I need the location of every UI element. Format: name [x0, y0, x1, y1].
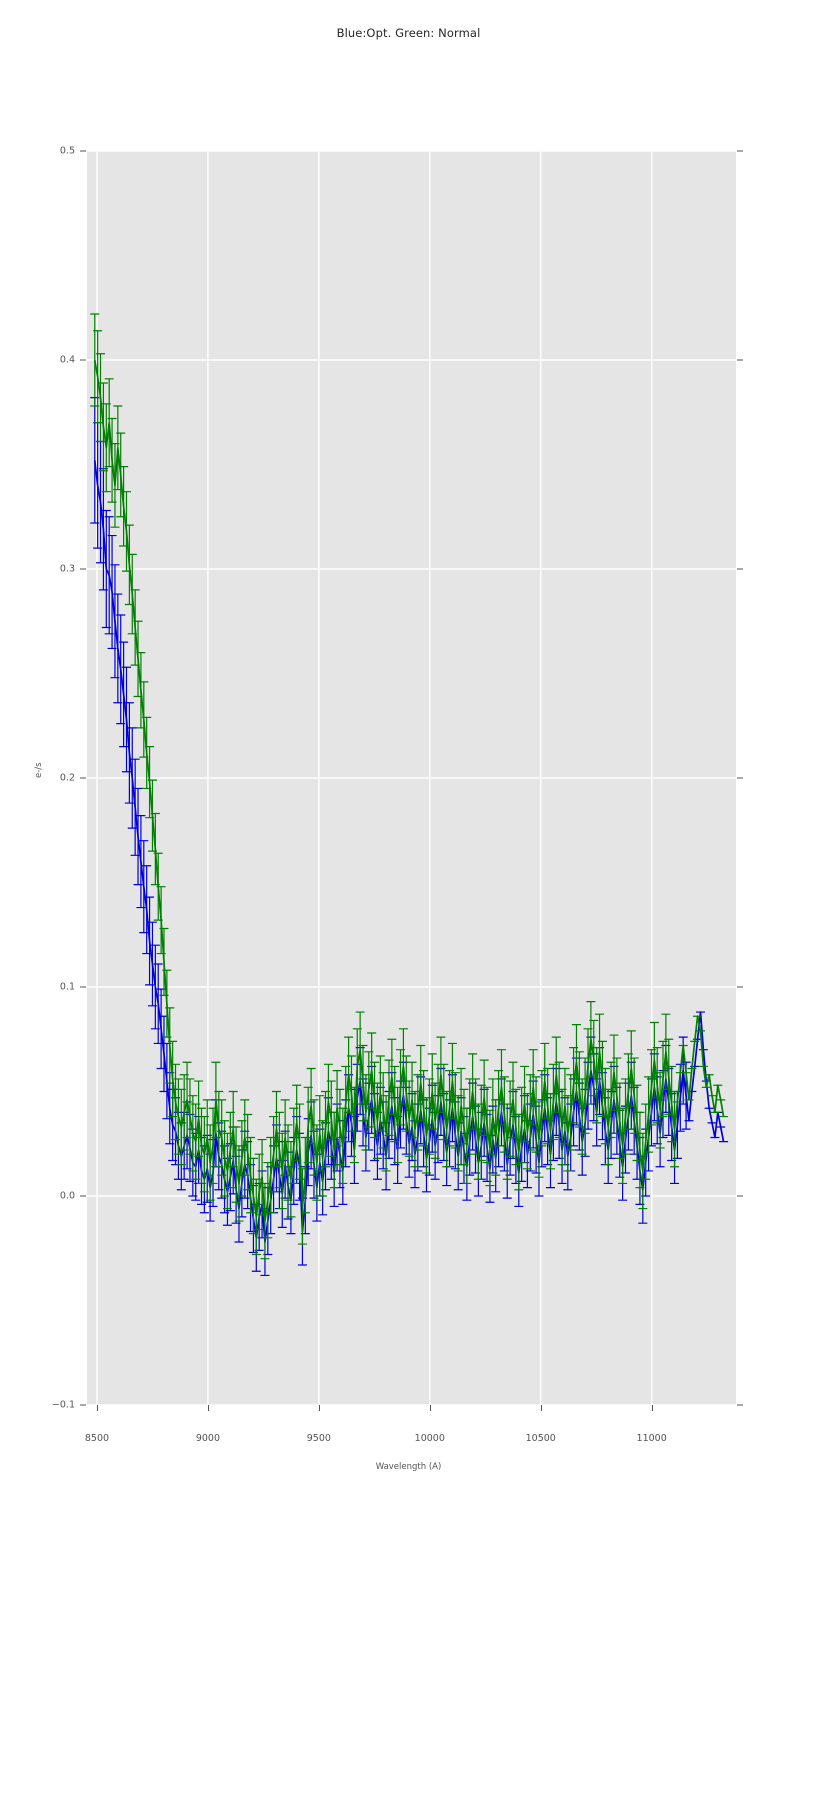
y-axis-label: e-/s — [34, 762, 44, 778]
x-tick-mark — [540, 1405, 542, 1411]
x-axis-tick-labels: 8500 9000 9500 10000 10500 11000 — [0, 1433, 817, 1447]
y-tick-mark — [80, 359, 86, 361]
y-tick-mark — [80, 150, 86, 152]
x-axis-tick-marks — [0, 1405, 817, 1413]
y-tick-mark-right — [737, 1195, 743, 1197]
gridlines — [87, 151, 736, 1405]
plot-area — [87, 151, 736, 1405]
x-tick-label: 10500 — [525, 1433, 556, 1444]
x-tick-label: 9500 — [306, 1433, 331, 1444]
y-tick-mark-right — [737, 568, 743, 570]
data-line — [93, 359, 725, 1222]
series-normal — [90, 313, 729, 1260]
data-series-layer — [90, 313, 729, 1277]
y-tick-mark — [80, 568, 86, 570]
x-tick-label: 11000 — [636, 1433, 667, 1444]
x-tick-mark — [318, 1405, 320, 1411]
y-tick-label: 0.5 — [59, 145, 75, 157]
x-axis-label: Wavelength (A) — [375, 1462, 442, 1472]
y-tick-label: 0.1 — [59, 981, 75, 993]
y-tick-label: 0.0 — [59, 1190, 75, 1202]
x-tick-label: 8500 — [84, 1433, 110, 1444]
x-tick-mark — [429, 1405, 431, 1411]
y-tick-label: 0.4 — [59, 354, 75, 366]
x-tick-mark — [651, 1405, 653, 1411]
y-tick-mark-right — [737, 150, 743, 152]
y-tick-mark-right — [737, 986, 743, 988]
y-tick-label: 0.3 — [59, 563, 75, 575]
y-tick-mark-right — [737, 359, 743, 361]
y-tick-mark — [80, 777, 86, 779]
x-tick-label: 9000 — [195, 1433, 221, 1444]
page-title: Blue:Opt. Green: Normal — [336, 26, 481, 40]
x-tick-mark — [207, 1405, 209, 1411]
x-tick-mark — [96, 1405, 98, 1411]
y-tick-mark-right — [737, 777, 743, 779]
y-tick-mark — [80, 1195, 86, 1197]
y-tick-mark — [80, 986, 86, 988]
plot-canvas — [87, 151, 736, 1405]
x-tick-label: 10000 — [414, 1433, 445, 1444]
